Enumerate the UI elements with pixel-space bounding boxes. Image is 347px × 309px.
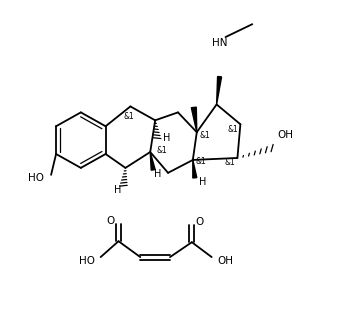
Text: &1: &1 <box>199 131 210 140</box>
Text: H: H <box>163 133 171 143</box>
Polygon shape <box>191 107 197 132</box>
Text: HN: HN <box>212 38 227 48</box>
Polygon shape <box>217 77 221 104</box>
Text: HO: HO <box>79 256 95 266</box>
Text: H: H <box>154 169 162 179</box>
Text: &1: &1 <box>123 112 134 121</box>
Text: &1: &1 <box>195 157 206 167</box>
Polygon shape <box>150 152 155 170</box>
Text: OH: OH <box>277 130 293 140</box>
Polygon shape <box>193 160 197 178</box>
Text: H: H <box>114 185 121 195</box>
Text: H: H <box>199 177 206 187</box>
Text: &1: &1 <box>224 159 235 167</box>
Text: O: O <box>107 216 115 226</box>
Text: OH: OH <box>218 256 234 266</box>
Text: HO: HO <box>28 173 44 183</box>
Text: &1: &1 <box>227 125 238 134</box>
Text: O: O <box>196 218 204 227</box>
Text: &1: &1 <box>157 146 168 154</box>
